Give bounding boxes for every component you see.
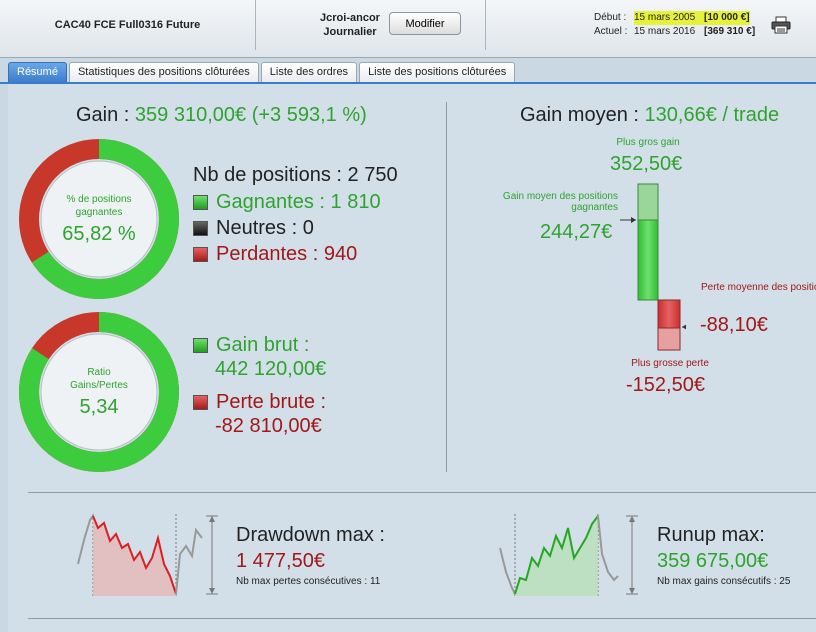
printer-icon[interactable] <box>771 16 791 34</box>
positions-count: Nb de positions : 2 750 <box>193 164 398 186</box>
bottom-divider <box>28 618 816 619</box>
dates-panel: Début : 15 mars 2005 [10 000 €] Actuel :… <box>486 0 816 50</box>
donut2-gain-arc <box>19 312 179 472</box>
donut2-value: 5,34 <box>79 395 119 418</box>
ratio-donut-svg <box>19 312 179 472</box>
winners-row: Gagnantes : 1 810 <box>193 189 398 215</box>
tab-resume[interactable]: Résumé <box>8 62 67 83</box>
max-loss-label: Plus grosse perte <box>631 358 709 369</box>
donut2-center: Ratio Gains/Pertes 5,34 <box>18 311 180 473</box>
gross-gain-row: Gain brut : <box>193 332 326 358</box>
gain-label: Gain : <box>76 104 130 126</box>
user-name: Jcroi-ancor <box>320 12 380 24</box>
black-swatch <box>193 220 208 236</box>
losers-text: Perdantes : 940 <box>216 242 358 265</box>
start-amount: [10 000 €] <box>704 11 750 25</box>
average-gain-label: Gain moyen : <box>520 104 639 126</box>
start-row: Début : 15 mars 2005 [10 000 €] <box>594 11 755 25</box>
drawdown-value: 1 477,50€ <box>236 550 325 572</box>
average-gain-value: 130,66€ / trade <box>644 104 780 126</box>
max-loss-value: -152,50€ <box>626 374 705 396</box>
gross-gain-value: 442 120,00€ <box>215 358 327 380</box>
dates-block: Début : 15 mars 2005 [10 000 €] Actuel :… <box>594 11 755 39</box>
positions-stats: Nb de positions : 2 750 Gagnantes : 1 81… <box>193 164 398 267</box>
runup-sparkline <box>499 514 638 596</box>
win-rate-donut: % de positions gagnantes 65,82 % <box>18 138 180 300</box>
gross-stats: Gain brut : 442 120,00€ Perte brute : -8… <box>193 332 326 446</box>
green-swatch <box>193 337 208 353</box>
losers-row: Perdantes : 940 <box>193 241 398 267</box>
user-panel: Jcroi-ancor Journalier Modifier <box>256 0 486 50</box>
donut2-label: Ratio Gains/Pertes <box>70 366 128 391</box>
avg-loss-value: -88,10€ <box>700 314 768 336</box>
drawdown-sparkline <box>77 514 218 596</box>
current-amount: [369 310 €] <box>704 26 756 37</box>
avg-loss-label: Perte moyenne des positions perdantes <box>701 282 816 293</box>
header-bar: CAC40 FCE Full0316 Future Jcroi-ancor Jo… <box>0 0 816 58</box>
runup-value: 359 675,00€ <box>657 550 769 572</box>
period-label: Journalier <box>323 26 377 38</box>
gross-gain-label: Gain brut : <box>216 333 310 356</box>
average-bar-chart <box>620 183 686 351</box>
win-rate-donut-svg <box>19 139 179 299</box>
avg-win-value: 244,27€ <box>540 221 613 243</box>
gross-loss-row: Perte brute : <box>193 389 326 415</box>
drawdown-title: Drawdown max : <box>236 524 385 546</box>
donut1-center: % de positions gagnantes 65,82 % <box>18 138 180 300</box>
red-swatch <box>193 246 208 262</box>
gain-heading: Gain : 359 310,00€ (+3 593,1 %) <box>76 104 367 127</box>
runup-sub: Nb max gains consécutifs : 25 <box>657 576 791 587</box>
avg-loss-label-line1: Perte moyenne des positions perdantes <box>701 282 816 293</box>
donut1-win-arc <box>19 139 179 299</box>
avg-win-bar <box>637 219 659 301</box>
donut1-label: % de positions gagnantes <box>66 193 132 218</box>
current-date: 15 mars 2016 <box>634 26 696 37</box>
modify-button[interactable]: Modifier <box>389 12 461 35</box>
max-gain-bar <box>637 183 659 221</box>
current-label: Actuel : <box>594 26 628 37</box>
runup-line <box>514 515 599 595</box>
drawdown-line <box>92 515 177 595</box>
instrument-name: CAC40 FCE Full0316 Future <box>0 0 256 50</box>
neutral-row: Neutres : 0 <box>193 215 398 241</box>
avg-loss-bar <box>657 299 681 329</box>
runup-title: Runup max: <box>657 524 765 546</box>
tab-underline <box>0 82 816 84</box>
max-gain-value: 352,50€ <box>610 153 683 175</box>
green-swatch <box>193 194 208 210</box>
tab-bar: Résumé Statistiques des positions clôtur… <box>8 62 516 83</box>
tab-orders[interactable]: Liste des ordres <box>260 62 358 83</box>
winners-text: Gagnantes : 1 810 <box>216 190 381 213</box>
average-gain-heading: Gain moyen : 130,66€ / trade <box>520 104 779 127</box>
drawdown-sub: Nb max pertes consécutives : 11 <box>236 576 381 587</box>
start-label: Début : <box>594 12 627 23</box>
max-gain-label: Plus gros gain <box>616 137 680 148</box>
user-info: Jcroi-ancor Journalier <box>314 11 386 39</box>
tab-statistics[interactable]: Statistiques des positions clôturées <box>68 62 259 83</box>
avg-win-label: Gain moyen des positions gagnantes <box>502 191 618 213</box>
gross-loss-label: Perte brute : <box>216 390 327 413</box>
gain-value: 359 310,00€ (+3 593,1 %) <box>134 104 367 126</box>
gross-loss-value: -82 810,00€ <box>215 415 322 437</box>
ratio-donut: Ratio Gains/Pertes 5,34 <box>18 311 180 473</box>
tab-closed-positions[interactable]: Liste des positions clôturées <box>359 62 516 83</box>
donut1-value: 65,82 % <box>62 222 136 245</box>
red-swatch <box>193 394 208 410</box>
start-date: 15 mars 2005 <box>634 11 704 25</box>
current-row: Actuel : 15 mars 2016 [369 310 €] <box>594 25 755 39</box>
horizontal-divider <box>28 492 816 493</box>
vertical-divider <box>446 102 447 472</box>
neutral-text: Neutres : 0 <box>216 216 314 239</box>
max-loss-bar <box>657 327 681 351</box>
